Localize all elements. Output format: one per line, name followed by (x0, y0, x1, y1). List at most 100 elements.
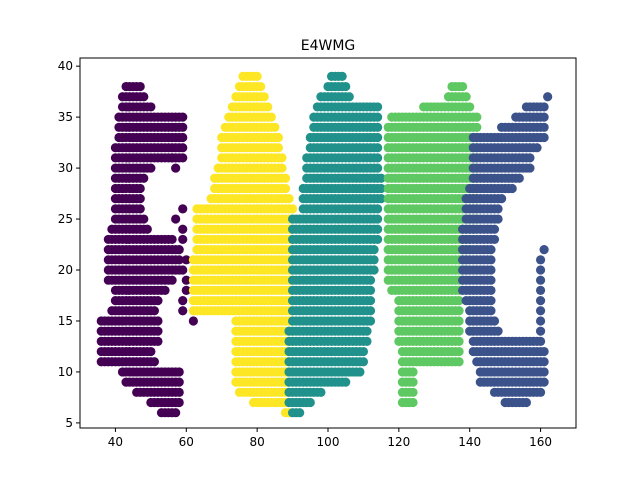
data-point (408, 377, 418, 387)
data-point (373, 143, 383, 153)
data-point (408, 397, 418, 408)
data-point (539, 357, 549, 367)
data-point (454, 306, 464, 316)
data-point (472, 112, 482, 122)
data-point (358, 346, 369, 357)
data-point (280, 173, 291, 183)
data-point (486, 275, 496, 285)
data-point (454, 336, 464, 346)
data-point (539, 245, 549, 255)
data-point (486, 265, 496, 275)
data-point (461, 92, 471, 102)
data-point (373, 234, 383, 245)
data-point (259, 92, 269, 102)
data-point (539, 377, 549, 387)
data-point (535, 255, 546, 265)
data-point (507, 183, 517, 194)
data-point (153, 326, 163, 336)
data-point (454, 316, 464, 326)
data-point (535, 285, 546, 295)
data-point (273, 132, 283, 143)
data-point (284, 194, 294, 204)
data-point (174, 367, 184, 377)
data-point (365, 285, 376, 295)
y-tick-label: 5 (65, 416, 73, 430)
data-point (337, 71, 347, 81)
data-point (369, 245, 379, 255)
data-point (341, 81, 351, 92)
data-point (535, 387, 546, 397)
data-point (365, 316, 376, 326)
x-tick-label: 140 (458, 435, 481, 449)
data-point (178, 153, 188, 163)
data-point (373, 132, 383, 143)
data-point (153, 295, 163, 306)
data-point (521, 397, 532, 408)
data-point (486, 255, 496, 265)
data-point (373, 153, 383, 163)
data-point (355, 367, 365, 377)
data-point (493, 326, 503, 336)
data-point (139, 92, 149, 102)
data-point (171, 408, 181, 418)
data-point (135, 194, 145, 204)
data-point (365, 295, 376, 306)
data-point (376, 183, 386, 194)
y-tick-label: 10 (58, 365, 73, 379)
data-point (263, 102, 273, 112)
data-point (373, 163, 383, 173)
data-point (174, 245, 184, 255)
data-point (344, 92, 354, 102)
data-point (373, 112, 383, 122)
data-point (465, 102, 475, 112)
x-tick-label: 60 (179, 435, 194, 449)
data-point (535, 306, 546, 316)
data-point (174, 255, 184, 265)
data-point (454, 357, 464, 367)
data-point (178, 295, 188, 306)
data-point (362, 326, 372, 336)
data-point (160, 285, 170, 295)
x-tick-label: 100 (317, 435, 340, 449)
data-point (178, 204, 188, 214)
data-point (458, 81, 468, 92)
data-point (188, 316, 198, 326)
data-point (178, 132, 188, 143)
data-point (454, 295, 464, 306)
data-point (535, 295, 546, 306)
data-point (539, 346, 549, 357)
data-point (373, 102, 383, 112)
data-point (365, 306, 376, 316)
data-point (539, 112, 549, 122)
data-point (305, 397, 315, 408)
data-point (489, 316, 500, 326)
data-point (373, 224, 383, 234)
data-point (376, 194, 386, 204)
y-tick-label: 30 (58, 161, 73, 175)
data-point (535, 316, 546, 326)
data-point (341, 377, 351, 387)
y-tick-label: 25 (58, 212, 73, 226)
data-point (369, 255, 379, 265)
data-point (369, 265, 379, 275)
data-point (365, 275, 376, 285)
data-point (273, 143, 283, 153)
data-point (535, 265, 546, 275)
data-point (252, 71, 262, 81)
data-point (174, 377, 184, 387)
data-point (139, 173, 149, 183)
data-point (408, 367, 418, 377)
data-point (167, 275, 177, 285)
series-4 (458, 92, 553, 408)
data-point (376, 173, 386, 183)
data-point (486, 285, 496, 295)
data-point (493, 204, 503, 214)
data-point (146, 102, 156, 112)
series-0 (96, 81, 198, 418)
data-point (146, 346, 156, 357)
data-point (178, 112, 188, 122)
chart-title: E4WMG (301, 38, 356, 54)
data-point (287, 204, 298, 214)
y-tick-label: 35 (58, 110, 73, 124)
